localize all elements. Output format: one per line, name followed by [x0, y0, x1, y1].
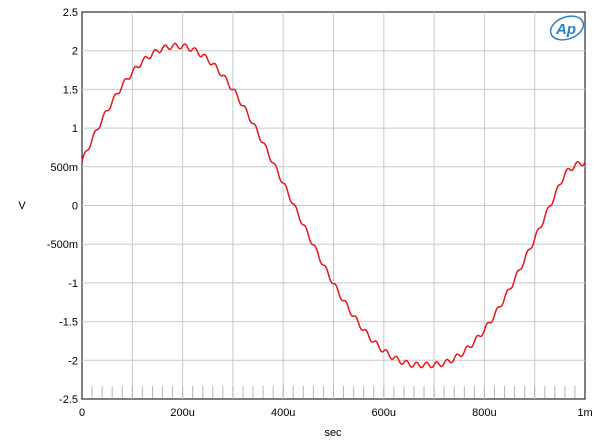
- grid: [82, 12, 585, 399]
- y-tick-label: -2.5: [59, 394, 78, 406]
- x-tick-label: 1m: [577, 407, 592, 419]
- x-tick-label: 800u: [472, 407, 496, 419]
- y-tick-label: 2: [72, 46, 78, 58]
- x-tick-label: 200u: [170, 407, 194, 419]
- y-tick-label: -1: [68, 278, 78, 290]
- y-tick-label: 1.5: [63, 84, 78, 96]
- y-tick-label: 1: [72, 123, 78, 135]
- x-axis-label: sec: [324, 427, 342, 439]
- x-tick-label: 400u: [271, 407, 295, 419]
- x-tick-label: 600u: [372, 407, 396, 419]
- y-tick-label: 500m: [50, 162, 78, 174]
- y-tick-label: 0: [72, 201, 78, 213]
- tick-labels: 0 200u 400u 600u 800u 1m 2.5 2 1.5 1 500m 0 -500m -1 -…: [47, 7, 593, 419]
- bottom-markers: [91, 386, 576, 398]
- ap-logo: Ap: [549, 15, 585, 41]
- series-line: [81, 42, 586, 369]
- ap-logo-ring: [549, 15, 585, 41]
- y-tick-label: 2.5: [63, 7, 78, 19]
- y-tick-label: -2: [68, 355, 78, 367]
- x-tick-label: 0: [79, 407, 85, 419]
- y-axis-label: V: [18, 200, 26, 212]
- y-tick-label: -500m: [47, 239, 78, 251]
- ap-logo-text: Ap: [555, 21, 576, 38]
- y-tick-label: -1.5: [59, 317, 78, 329]
